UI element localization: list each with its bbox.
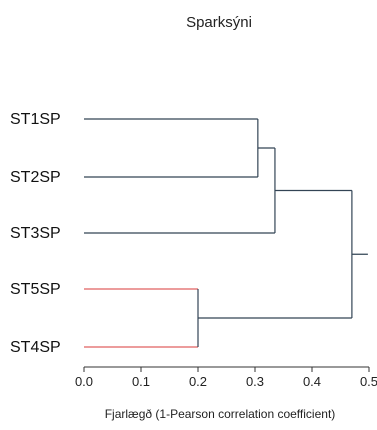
x-axis	[83, 366, 370, 372]
x-tick-label-5: 0.5	[360, 374, 377, 389]
leaf-label-st1sp: ST1SP	[10, 111, 61, 128]
x-axis-label: Fjarlægð (1-Pearson correlation coeffici…	[105, 407, 336, 421]
x-tick-label-2: 0.2	[189, 374, 207, 389]
leaf-label-st4sp: ST4SP	[10, 339, 61, 356]
chart-title: Sparksýni	[186, 14, 252, 31]
leaf-label-st5sp: ST5SP	[10, 281, 61, 298]
x-tick-label-4: 0.4	[303, 374, 321, 389]
x-tick-label-3: 0.3	[246, 374, 264, 389]
dendrogram-branches	[84, 118, 368, 348]
leaf-label-st2sp: ST2SP	[10, 169, 61, 186]
x-tick-label-1: 0.1	[132, 374, 150, 389]
x-tick-label-0: 0.0	[75, 374, 93, 389]
leaf-label-st3sp: ST3SP	[10, 225, 61, 242]
